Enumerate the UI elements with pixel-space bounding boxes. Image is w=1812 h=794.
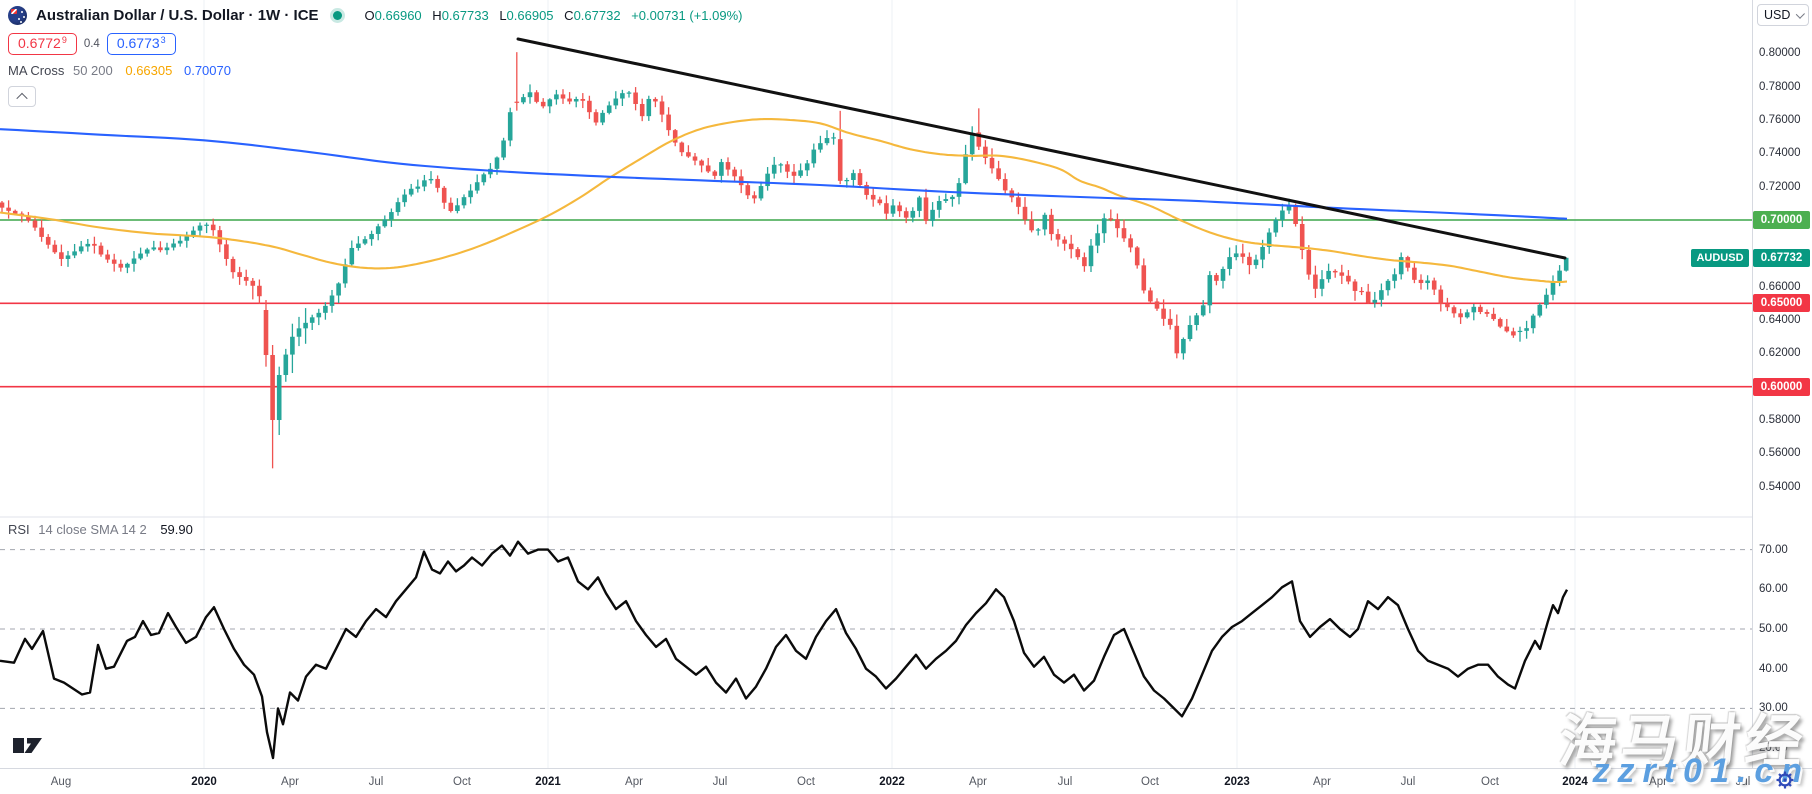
high-value: 0.67733 xyxy=(441,7,489,23)
axis-settings-gear-icon[interactable] xyxy=(1776,771,1794,794)
low-label: L xyxy=(499,7,507,23)
time-label-month: Oct xyxy=(1481,776,1499,788)
price-tick: 0.56000 xyxy=(1759,447,1801,460)
ma-slow-line xyxy=(0,128,1568,220)
currency-label: USD xyxy=(1764,8,1791,22)
high-label: H xyxy=(432,7,442,23)
time-label-month: Apr xyxy=(1313,776,1331,788)
time-label-year: 2024 xyxy=(1562,776,1588,788)
time-label-month: Apr xyxy=(969,776,987,788)
rsi-tick: 20.00 xyxy=(1759,742,1788,755)
rsi-tick: 50.00 xyxy=(1759,623,1788,635)
descending-trendline xyxy=(516,37,1567,260)
time-label-year: 2023 xyxy=(1224,776,1250,788)
indicator-params: 50 200 xyxy=(72,63,113,78)
time-label-month: Apr xyxy=(625,776,643,788)
tradingview-logo-icon[interactable] xyxy=(12,737,44,760)
chart-legend: Australian Dollar / U.S. Dollar · 1W · I… xyxy=(8,4,743,107)
price-axis-badge: 0.70000 xyxy=(1753,211,1810,229)
price-tick: 0.58000 xyxy=(1759,414,1801,426)
indicator-name: MA Cross xyxy=(8,63,65,78)
time-label-month: Oct xyxy=(453,776,471,788)
price-axis-badge: 0.67732 xyxy=(1753,248,1810,267)
price-tick: 0.80000 xyxy=(1759,47,1801,60)
price-tick: 0.64000 xyxy=(1759,314,1801,326)
chevron-down-icon xyxy=(1796,9,1806,19)
time-label-month: Jul xyxy=(1400,776,1416,788)
bid-ask-row: 0.6772 9 0.4 0.6773 3 xyxy=(8,32,743,55)
time-label-month: Aug xyxy=(50,776,72,788)
ma-slow-value: 0.70070 xyxy=(183,63,231,78)
price-tick: 0.62000 xyxy=(1759,347,1801,360)
open-label: O xyxy=(364,7,375,23)
rsi-params: 14 close SMA 14 2 xyxy=(38,522,147,537)
rsi-tick: 70.00 xyxy=(1759,543,1788,556)
time-label-year: 2021 xyxy=(535,776,561,788)
spread-value: 0.4 xyxy=(83,37,100,50)
rsi-legend[interactable]: RSI 14 close SMA 14 2 59.90 xyxy=(8,522,193,537)
symbol-price-tag: AUDUSD xyxy=(1691,248,1749,267)
price-tick: 0.72000 xyxy=(1759,180,1801,193)
ohlc-readout: O0.66960 H0.67733 L0.66905 C0.67732 +0.0… xyxy=(358,8,743,23)
legend-collapse-button[interactable] xyxy=(8,86,36,107)
australia-flag-icon xyxy=(8,5,27,25)
rsi-name: RSI xyxy=(8,522,30,537)
symbol-row: Australian Dollar / U.S. Dollar · 1W · I… xyxy=(8,4,743,26)
time-label-month: Jul xyxy=(1057,776,1073,788)
price-tick: 0.78000 xyxy=(1759,80,1801,93)
chevron-up-icon xyxy=(16,92,28,104)
price-axis-badge: 0.60000 xyxy=(1753,377,1810,396)
ma-fast-line xyxy=(0,117,1568,284)
open-value: 0.66960 xyxy=(374,7,422,23)
price-tick: 0.54000 xyxy=(1759,480,1801,493)
time-label-month: Jul xyxy=(1735,776,1751,788)
close-label: C xyxy=(564,7,574,23)
rsi-pane xyxy=(0,540,1752,760)
price-tick: 0.74000 xyxy=(1759,147,1801,160)
price-tick: 0.66000 xyxy=(1759,280,1801,293)
ma-cross-legend[interactable]: MA Cross 50 200 0.66305 0.70070 xyxy=(8,63,743,78)
time-label-month: Apr xyxy=(281,776,299,788)
rsi-tick: 60.00 xyxy=(1759,583,1788,596)
price-axis-badge: 0.65000 xyxy=(1753,294,1810,313)
main-price-pane xyxy=(0,37,1752,469)
buy-ask-button[interactable]: 0.6773 3 xyxy=(106,32,176,55)
change-value: +0.00731 (+1.09%) xyxy=(631,7,743,23)
symbol-title[interactable]: Australian Dollar / U.S. Dollar · 1W · I… xyxy=(36,6,319,24)
rsi-value: 59.90 xyxy=(160,522,193,537)
market-status-dot-icon xyxy=(332,10,342,20)
time-label-month: Oct xyxy=(797,776,815,788)
time-label-month: Oct xyxy=(1141,776,1159,788)
low-value: 0.66905 xyxy=(506,7,554,23)
time-label-year: 2022 xyxy=(879,776,905,788)
rsi-tick: 40.00 xyxy=(1759,662,1788,675)
rsi-line xyxy=(0,540,1569,760)
time-label-month: Jul xyxy=(368,776,384,788)
rsi-tick: 30.00 xyxy=(1759,702,1788,715)
sell-bid-button[interactable]: 0.6772 9 xyxy=(8,32,77,55)
time-label-month: Jul xyxy=(712,776,728,788)
currency-dropdown[interactable]: USD xyxy=(1757,4,1809,26)
time-label-year: 2020 xyxy=(191,776,217,788)
time-label-month: Apr xyxy=(1649,776,1667,788)
candles-series xyxy=(0,52,1569,469)
close-value: 0.67732 xyxy=(573,7,621,23)
time-axis[interactable]: Aug 2020 Apr Jul Oct 2021 Apr Jul Oct 2022 Apr Jul O… xyxy=(0,768,1812,794)
ma-fast-value: 0.66305 xyxy=(125,63,173,78)
price-tick: 0.76000 xyxy=(1759,113,1801,126)
